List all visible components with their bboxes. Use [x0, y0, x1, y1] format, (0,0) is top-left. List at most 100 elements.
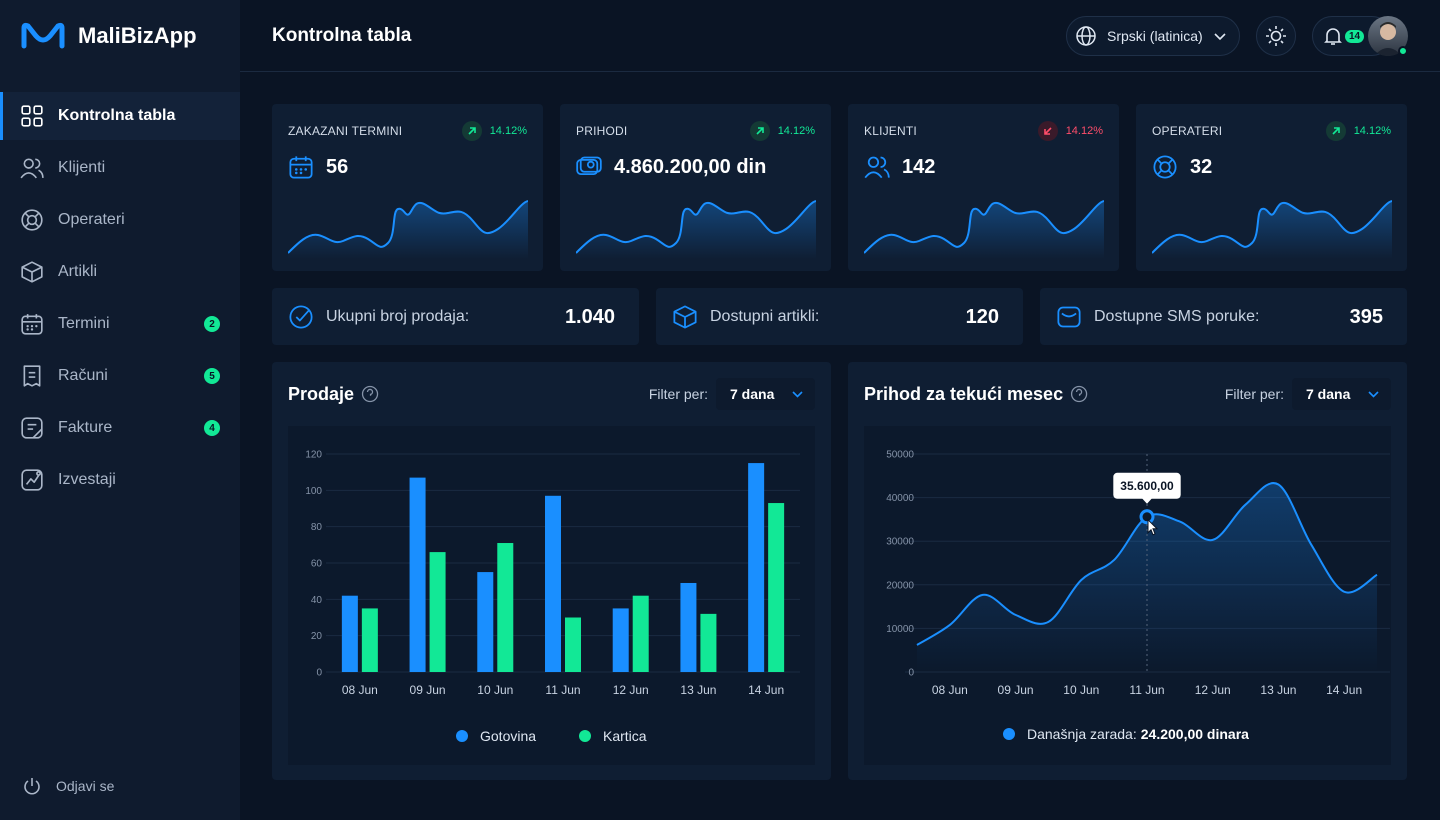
nav-label: Artikli [58, 263, 98, 280]
y-tick-label: 60 [311, 559, 323, 570]
trend-icon [1325, 121, 1346, 141]
x-tick-label: 10 Jun [1063, 683, 1099, 697]
nav-item[interactable]: Operateri [0, 196, 240, 244]
stat-label: PRIHODI [576, 124, 628, 138]
chart: Prihod za tekući mesec Filter per: 7 dana 0… [864, 378, 1391, 765]
y-tick-label: 100 [305, 486, 322, 497]
stat-card: ZAKAZANI TERMINI 14.12% 56 [272, 104, 543, 271]
stat-card: KLIJENTI 14.12% 142 [848, 104, 1119, 271]
filter-value: 7 dana [730, 386, 775, 402]
stat-change: 14.12% [749, 121, 815, 141]
nav-item[interactable]: Računi 5 [0, 352, 240, 400]
nav-item[interactable]: Klijenti [0, 144, 240, 192]
x-tick-label: 12 Jun [1195, 683, 1231, 697]
language-select[interactable]: Srpski (latinica) [1066, 16, 1240, 56]
cursor [1147, 518, 1159, 536]
trend-icon [749, 121, 770, 141]
sun-icon [1266, 26, 1286, 46]
stat-icon [288, 154, 314, 185]
icon [21, 261, 43, 283]
y-tick-label: 20000 [886, 580, 914, 591]
stat-card: OPERATERI 14.12% 32 [1136, 104, 1407, 271]
icon [289, 305, 313, 329]
y-tick-label: 120 [305, 450, 322, 461]
stat-card: PRIHODI 14.12% 4.860.200,00 din [560, 104, 831, 271]
chart-panel: Prihod za tekući mesec Filter per: 7 dana 0… [848, 362, 1407, 780]
bar [409, 477, 426, 672]
icon [21, 105, 43, 127]
bar [429, 552, 446, 672]
stat-change: 14.12% [461, 121, 527, 141]
nav-item[interactable]: Kontrolna tabla [0, 92, 240, 140]
stat-label: ZAKAZANI TERMINI [288, 124, 403, 138]
nav-item[interactable]: Izvestaji [0, 456, 240, 504]
bar [612, 608, 629, 672]
filter-box[interactable] [716, 378, 815, 410]
y-tick-label: 50000 [886, 450, 914, 461]
summary-value: 120 [965, 306, 999, 328]
help-icon-mark [1075, 388, 1083, 396]
chevron [1214, 33, 1226, 41]
icon [21, 469, 43, 491]
x-tick-label: 08 Jun [342, 683, 378, 697]
stat-icon [1152, 154, 1178, 185]
bar [632, 595, 649, 672]
y-tick-label: 10000 [886, 624, 914, 635]
summary-card: Ukupni broj prodaja: 1.040 [272, 288, 639, 345]
stat-icon [576, 154, 602, 185]
x-tick-label: 09 Jun [998, 683, 1034, 697]
filter-label: Filter per: [649, 386, 708, 402]
nav-label: Operateri [58, 211, 125, 228]
bar [341, 595, 358, 672]
icon [576, 156, 602, 175]
stat-label: KLIJENTI [864, 124, 917, 138]
icon [21, 417, 43, 439]
chart-title: Prihod za tekući mesec [864, 384, 1063, 404]
nav-item[interactable]: Fakture 4 [0, 404, 240, 452]
filter-value: 7 dana [1306, 386, 1351, 402]
header: Kontrolna tabla Srpski (latinica) 14 [240, 0, 1440, 72]
summary-value: 395 [1349, 306, 1383, 328]
chart-title: Prodaje [288, 384, 354, 404]
theme-toggle[interactable] [1256, 16, 1296, 56]
y-tick-label: 30000 [886, 537, 914, 548]
filter-box[interactable] [1292, 378, 1391, 410]
summary-icon [288, 304, 314, 335]
x-tick-label: 10 Jun [477, 683, 513, 697]
icon [1057, 306, 1081, 328]
nav-label: Termini [58, 315, 110, 332]
legend-label: Gotovina [480, 728, 536, 744]
x-tick-label: 11 Jun [545, 683, 580, 697]
bar [361, 608, 378, 672]
bar [748, 463, 765, 672]
summary-card: Dostupni artikli: 120 [656, 288, 1023, 345]
filter-chevron [792, 391, 803, 398]
bar [477, 572, 494, 672]
nav-label: Kontrolna tabla [58, 107, 176, 124]
bar [700, 613, 717, 672]
tooltip-arrow [1142, 498, 1152, 504]
icon [23, 365, 41, 387]
legend-marker [456, 730, 468, 742]
help-icon [361, 385, 379, 403]
summary-label: Dostupni artikli: [710, 308, 820, 325]
stat-change-value: 14.12% [1065, 125, 1103, 137]
y-tick-label: 40000 [886, 493, 914, 504]
logout[interactable]: Odjavi se [22, 776, 114, 796]
nav-item[interactable]: Artikli [0, 248, 240, 296]
bar [545, 495, 561, 672]
icon [673, 305, 697, 329]
stat-value: 32 [1190, 156, 1213, 178]
sparkline [1152, 197, 1392, 264]
logo[interactable]: MaliBizApp [20, 20, 197, 52]
avatar-image [1374, 22, 1402, 56]
legend-marker [579, 730, 591, 742]
nav-badge: 4 [204, 420, 220, 436]
stat-value: 142 [902, 156, 936, 178]
nav-badge: 2 [204, 316, 220, 332]
sparkline [288, 197, 528, 264]
help-icon-mark [366, 388, 374, 396]
nav-item[interactable]: Termini 2 [0, 300, 240, 348]
x-tick-label: 08 Jun [932, 683, 968, 697]
